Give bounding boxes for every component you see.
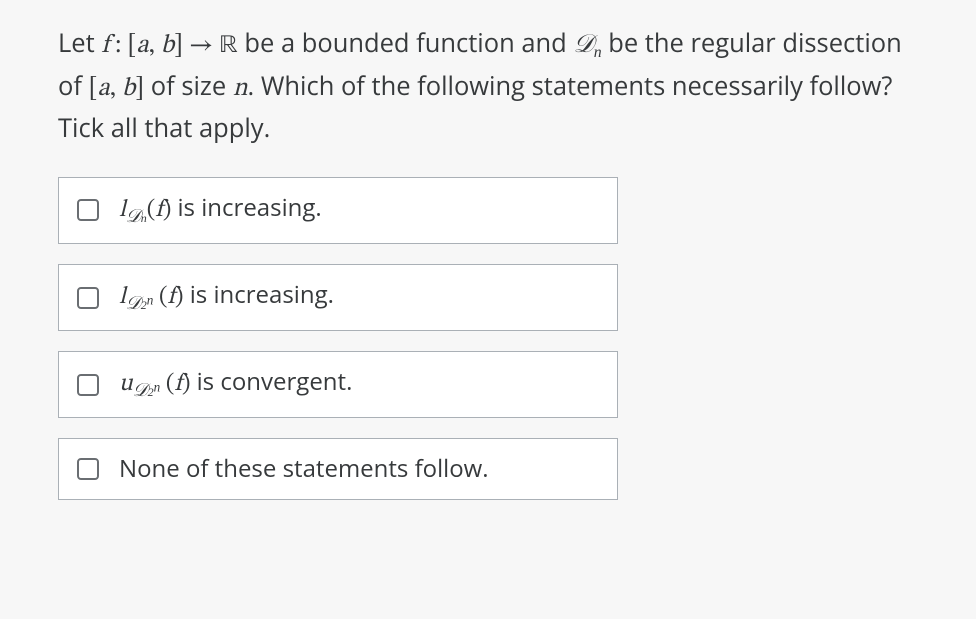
math-l: l xyxy=(119,198,126,222)
checkbox-icon[interactable] xyxy=(77,458,99,480)
option-label: l𝒟n(f) is increasing. xyxy=(119,192,322,229)
option-4[interactable]: None of these statements follow. xyxy=(58,438,618,499)
math-sub-n: n xyxy=(594,44,602,61)
math-f: f xyxy=(155,198,162,222)
math-real: ℝ xyxy=(219,34,238,59)
math-a: a xyxy=(136,34,148,59)
checkbox-icon[interactable] xyxy=(77,287,99,309)
math-n: n xyxy=(233,77,248,102)
option-label: u𝒟2n (f) is convergent. xyxy=(119,366,352,403)
math-script-d: 𝒟 xyxy=(573,29,593,58)
math-script-d-sub: 𝒟 xyxy=(126,206,141,227)
math-f: f xyxy=(168,285,175,309)
options-list: l𝒟n(f) is increasing. l𝒟2n (f) is increa… xyxy=(58,177,618,500)
math-lbracket: [ xyxy=(127,34,136,59)
text: is increasing. xyxy=(171,191,321,224)
math-colon: : xyxy=(109,34,127,59)
math-comma: , xyxy=(110,77,122,102)
question-container: Let f : [a, b] → ℝ be a bounded function… xyxy=(0,0,976,524)
text: Let xyxy=(58,26,101,60)
math-rbracket: ] xyxy=(135,77,144,102)
math-lparen: ( xyxy=(159,285,168,309)
checkbox-icon[interactable] xyxy=(77,374,99,396)
text: None of these statements follow. xyxy=(119,452,489,485)
option-label: None of these statements follow. xyxy=(119,453,489,484)
option-1[interactable]: l𝒟n(f) is increasing. xyxy=(58,177,618,244)
question-text: Let f : [a, b] → ℝ be a bounded function… xyxy=(58,24,928,149)
math-b: b xyxy=(122,77,135,102)
math-f: f xyxy=(101,34,109,59)
option-label: l𝒟2n (f) is increasing. xyxy=(119,279,334,316)
option-2[interactable]: l𝒟2n (f) is increasing. xyxy=(58,264,618,331)
math-script-d-sub: 𝒟 xyxy=(133,380,148,401)
math-b: b xyxy=(161,34,174,59)
math-comma: , xyxy=(149,34,161,59)
text: is increasing. xyxy=(184,278,334,311)
math-a: a xyxy=(97,77,109,102)
math-rbracket: ] xyxy=(174,34,183,59)
math-l: l xyxy=(119,285,126,309)
text: is convergent. xyxy=(190,365,352,398)
checkbox-icon[interactable] xyxy=(77,199,99,221)
math-arrow: → xyxy=(183,34,219,59)
math-f: f xyxy=(174,372,181,396)
text: of size xyxy=(144,69,233,103)
math-script-d-sub: 𝒟 xyxy=(126,293,141,314)
math-rparen: ) xyxy=(175,285,184,309)
math-u: u xyxy=(119,372,133,396)
text: be a bounded function and xyxy=(238,26,574,60)
option-3[interactable]: u𝒟2n (f) is convergent. xyxy=(58,351,618,418)
math-rparen: ) xyxy=(163,198,172,222)
